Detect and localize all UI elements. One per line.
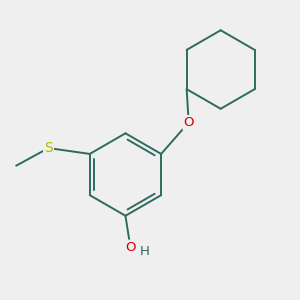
Text: O: O bbox=[125, 241, 136, 254]
Text: H: H bbox=[140, 244, 150, 258]
Text: S: S bbox=[44, 141, 53, 155]
Text: O: O bbox=[183, 116, 194, 129]
